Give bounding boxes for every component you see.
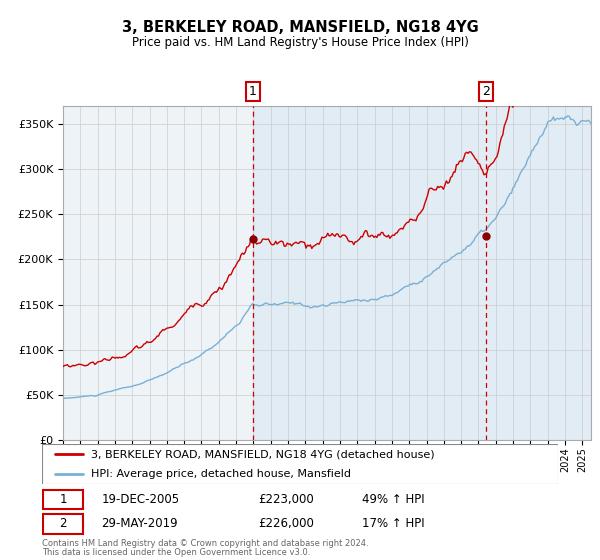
Text: 3, BERKELEY ROAD, MANSFIELD, NG18 4YG (detached house): 3, BERKELEY ROAD, MANSFIELD, NG18 4YG (d…: [91, 449, 434, 459]
Text: 17% ↑ HPI: 17% ↑ HPI: [362, 517, 425, 530]
Text: 3, BERKELEY ROAD, MANSFIELD, NG18 4YG: 3, BERKELEY ROAD, MANSFIELD, NG18 4YG: [122, 20, 478, 35]
Text: £226,000: £226,000: [259, 517, 314, 530]
Text: 1: 1: [59, 493, 67, 506]
Text: This data is licensed under the Open Government Licence v3.0.: This data is licensed under the Open Gov…: [42, 548, 310, 557]
Text: 19-DEC-2005: 19-DEC-2005: [101, 493, 179, 506]
FancyBboxPatch shape: [43, 514, 83, 534]
Text: HPI: Average price, detached house, Mansfield: HPI: Average price, detached house, Mans…: [91, 469, 351, 479]
Text: Price paid vs. HM Land Registry's House Price Index (HPI): Price paid vs. HM Land Registry's House …: [131, 36, 469, 49]
Text: 1: 1: [249, 85, 257, 98]
Text: 49% ↑ HPI: 49% ↑ HPI: [362, 493, 425, 506]
Text: 29-MAY-2019: 29-MAY-2019: [101, 517, 178, 530]
Text: 2: 2: [59, 517, 67, 530]
FancyBboxPatch shape: [43, 490, 83, 510]
Text: £223,000: £223,000: [259, 493, 314, 506]
Text: Contains HM Land Registry data © Crown copyright and database right 2024.: Contains HM Land Registry data © Crown c…: [42, 539, 368, 548]
Text: 2: 2: [482, 85, 490, 98]
Bar: [253, 106, 591, 440]
